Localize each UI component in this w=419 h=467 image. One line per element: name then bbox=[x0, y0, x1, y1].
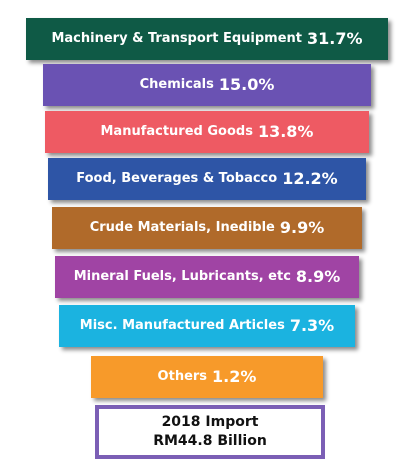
funnel-bar: Crude Materials, Inedible 9.9% bbox=[52, 207, 362, 249]
category-label: Crude Materials, Inedible bbox=[89, 220, 275, 235]
category-label: Machinery & Transport Equipment bbox=[51, 31, 302, 46]
annotation-box: 2018 Import RM44.8 Billion bbox=[95, 405, 325, 459]
value-label: 31.7% bbox=[306, 29, 363, 48]
category-label: Manufactured Goods bbox=[100, 124, 253, 139]
category-label: Mineral Fuels, Lubricants, etc bbox=[73, 269, 291, 284]
funnel-bar: Misc. Manufactured Articles 7.3% bbox=[58, 305, 356, 347]
category-label: Others bbox=[157, 369, 208, 384]
value-label: 13.8% bbox=[257, 122, 314, 141]
value-label: 1.2% bbox=[212, 367, 257, 386]
funnel-bar: Chemicals 15.0% bbox=[43, 64, 371, 106]
value-label: 7.3% bbox=[289, 316, 335, 335]
funnel-bar: Others 1.2% bbox=[90, 356, 324, 398]
category-label: Food, Beverages & Tobacco bbox=[76, 171, 278, 186]
category-label: Misc. Manufactured Articles bbox=[79, 318, 285, 333]
funnel-bar: Machinery & Transport Equipment 31.7% bbox=[26, 18, 388, 60]
funnel-bar: Food, Beverages & Tobacco 12.2% bbox=[47, 158, 367, 200]
annotation: RM44.8 Billion bbox=[153, 433, 267, 449]
funnel-bar: Manufactured Goods 13.8% bbox=[45, 111, 369, 153]
category-label: Chemicals bbox=[139, 77, 214, 92]
funnel-bar: Mineral Fuels, Lubricants, etc 8.9% bbox=[54, 256, 360, 298]
value-label: 12.2% bbox=[282, 169, 338, 188]
value-label: 8.9% bbox=[295, 267, 341, 286]
annotation: 2018 Import bbox=[161, 414, 259, 430]
value-label: 15.0% bbox=[218, 75, 275, 94]
value-label: 9.9% bbox=[279, 218, 325, 237]
